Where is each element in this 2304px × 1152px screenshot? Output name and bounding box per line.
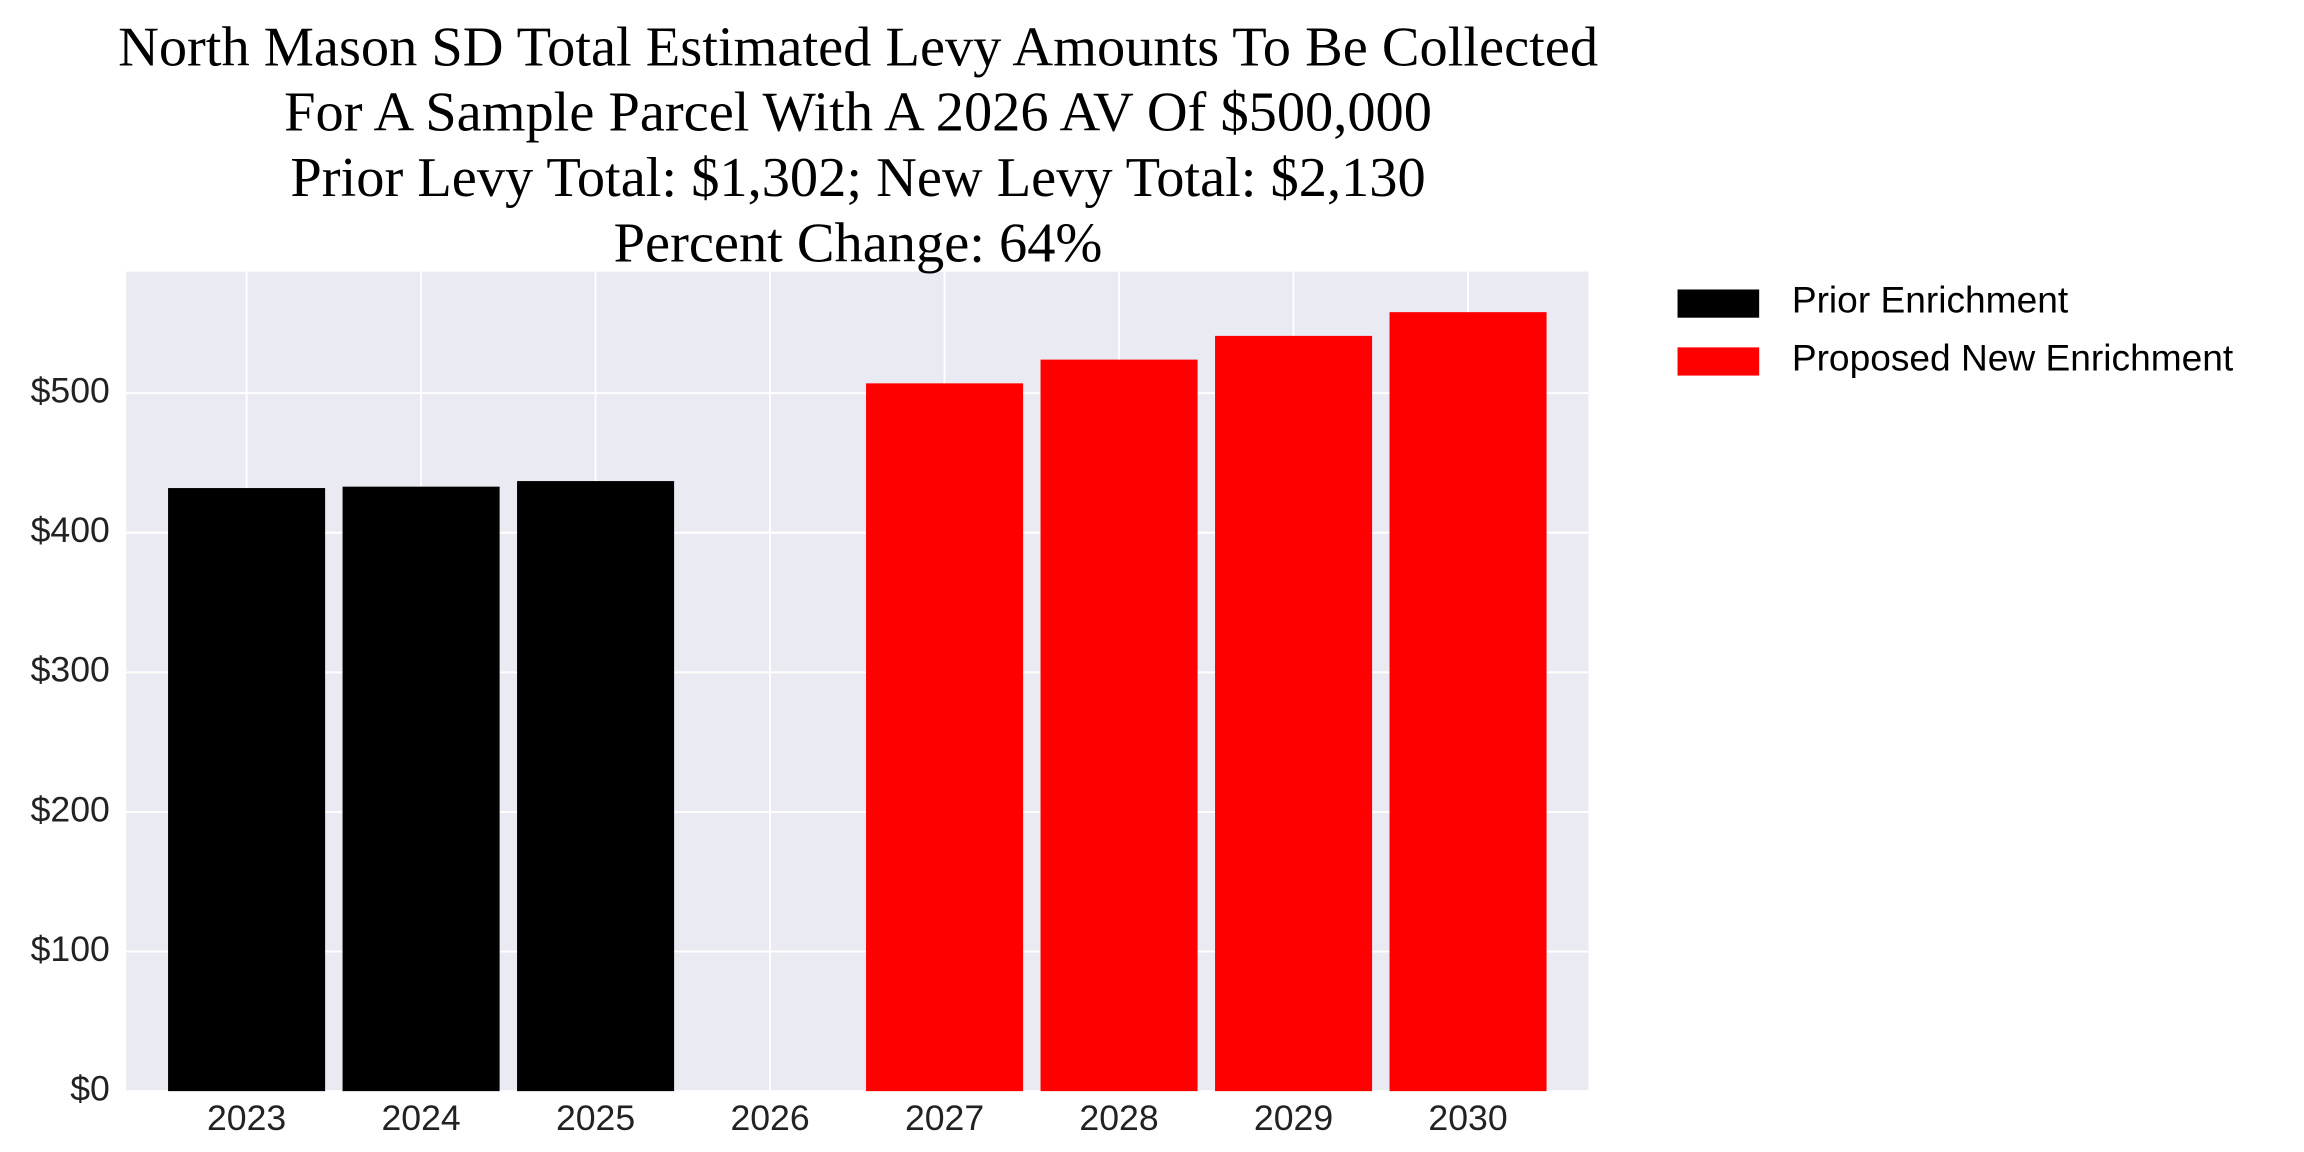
bar xyxy=(1215,335,1373,1092)
bar xyxy=(1040,359,1198,1092)
chart-title: North Mason SD Total Estimated Levy Amou… xyxy=(118,16,1598,78)
y-tick-label: $400 xyxy=(31,510,110,550)
x-tick-label: 2026 xyxy=(730,1098,809,1138)
bar xyxy=(517,481,675,1092)
chart-title: Prior Levy Total: $1,302; New Levy Total… xyxy=(290,147,1425,209)
y-tick-label: $300 xyxy=(31,650,110,690)
bar xyxy=(1389,312,1547,1092)
chart-title: For A Sample Parcel With A 2026 AV Of $5… xyxy=(284,82,1432,144)
bar xyxy=(168,488,326,1092)
legend-swatch xyxy=(1677,289,1760,318)
x-tick-label: 2028 xyxy=(1079,1098,1158,1138)
bar xyxy=(866,383,1024,1092)
legend-swatch xyxy=(1677,347,1760,376)
x-tick-label: 2030 xyxy=(1428,1098,1507,1138)
y-tick-label: $100 xyxy=(31,929,110,969)
y-tick-label: $0 xyxy=(70,1069,110,1109)
bars xyxy=(168,312,1547,1092)
labels: North Mason SD Total Estimated Levy Amou… xyxy=(31,16,2234,1138)
x-tick-label: 2029 xyxy=(1254,1098,1333,1138)
legend-label: Prior Enrichment xyxy=(1792,279,2069,321)
chart-title: Percent Change: 64% xyxy=(614,212,1103,274)
y-tick-label: $200 xyxy=(31,789,110,829)
x-tick-label: 2024 xyxy=(381,1098,460,1138)
x-tick-label: 2025 xyxy=(556,1098,635,1138)
y-tick-label: $500 xyxy=(31,371,110,411)
bar xyxy=(342,486,500,1092)
legend-label: Proposed New Enrichment xyxy=(1792,337,2234,379)
x-tick-label: 2027 xyxy=(905,1098,984,1138)
x-tick-label: 2023 xyxy=(207,1098,286,1138)
